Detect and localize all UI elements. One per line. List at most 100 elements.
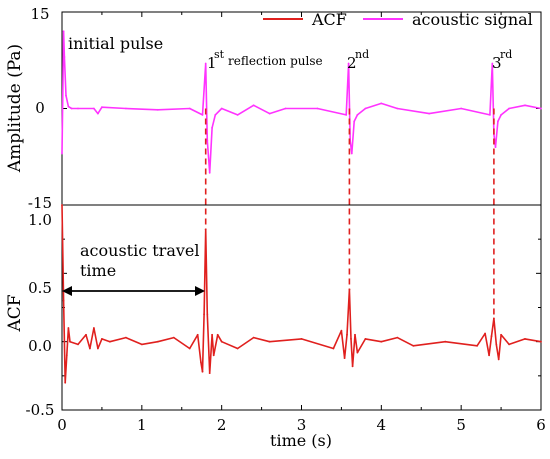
data-point [428,112,431,115]
data-point [212,354,215,357]
annotation-reflection-label: reflection pulse [228,54,323,68]
legend: ACF acoustic signal [263,10,533,29]
data-point [89,347,91,350]
bottom-ytick-label: 0.5 [28,279,52,297]
data-point [347,62,350,65]
xtick-label: 0 [57,416,67,434]
travel-time-arrow [62,286,205,296]
legend-acf-label: ACF [311,10,347,29]
acf-series [61,204,542,384]
bottom-ylabel: ACF [5,294,25,332]
data-point [524,104,526,107]
data-point [340,329,343,332]
data-point [491,62,494,65]
data-point [214,114,217,116]
data-point [252,336,255,339]
data-point [208,372,211,374]
data-point [540,107,542,110]
annotation-second-suffix: nd [355,48,369,61]
data-point [201,114,204,116]
data-point [156,340,159,343]
data-point [70,107,73,110]
data-point [216,333,219,336]
data-point [484,332,486,335]
data-point [204,228,207,231]
acoustic-signal-series [61,30,542,174]
data-point [236,114,239,116]
data-point [61,204,63,206]
top-ylabel: Amplitude (Pa) [5,44,25,173]
data-point [156,108,159,111]
data-point [444,340,447,343]
bottom-ytick-label: 0.0 [28,337,52,355]
top-ytick-label: 15 [30,5,49,23]
bottom-plot-frame [61,204,542,411]
bottom-ytick-label: 1.0 [28,211,52,229]
data-point [343,357,346,359]
data-point [500,114,502,116]
data-point [125,336,127,339]
data-point [211,333,214,336]
data-point [524,338,526,340]
xtick-label: 5 [456,416,466,434]
data-point [85,333,87,336]
data-point [489,114,491,116]
data-point [500,333,502,336]
data-point [316,107,319,110]
data-point [508,343,510,346]
data-point [540,340,542,343]
top-ytick-label: -15 [28,194,52,212]
annotation-travel-time-line2: time [80,261,116,280]
bottom-xlabel: time (s) [270,431,332,450]
data-point [200,361,202,364]
data-point [490,335,493,338]
data-point [125,107,127,110]
legend-acoustic-label: acoustic signal [412,10,533,29]
data-point [69,340,71,343]
data-point [188,347,191,350]
annotation-reflection-suffix: st [214,48,225,61]
data-point [252,104,255,107]
data-point [356,114,359,116]
data-point [493,317,495,320]
data-point [380,340,383,343]
data-point [354,333,356,336]
data-point [67,105,70,108]
annotation-reflection-number: 1 [207,54,217,72]
top-panel: Amplitude (Pa) 15 0 -15 initial pulse 1 … [5,5,542,212]
data-point [488,354,490,357]
bottom-panel: ACF 1.0 0.5 0.0 -0.5 0 1 2 3 4 5 6 time … [5,108,546,450]
data-point [268,112,271,115]
data-point [208,171,211,174]
bottom-xtick-labels: 0 1 2 3 4 5 6 [57,416,546,434]
data-point [77,343,79,346]
data-point [97,112,99,115]
data-point [201,370,204,373]
data-point [356,351,359,354]
data-point [61,152,63,155]
data-point [204,62,207,65]
data-point [93,327,95,329]
data-point [497,120,499,123]
data-point [206,139,209,142]
annotation-second: 2 [347,54,357,72]
data-point [172,336,175,339]
data-point [268,340,271,343]
data-point [109,340,111,343]
data-point [332,347,335,350]
data-point [65,94,67,97]
data-point [348,288,351,291]
data-point [236,347,239,350]
data-point [494,146,497,149]
travel-time-arrow-left-head [62,286,72,296]
data-point [77,107,79,110]
data-point [364,107,367,110]
data-point [497,358,500,361]
data-point [508,107,510,110]
bottom-ticks [61,204,542,411]
data-point [63,56,66,58]
data-point [211,126,214,129]
xtick-label: 2 [217,416,227,434]
travel-time-arrow-right-head [195,286,205,296]
